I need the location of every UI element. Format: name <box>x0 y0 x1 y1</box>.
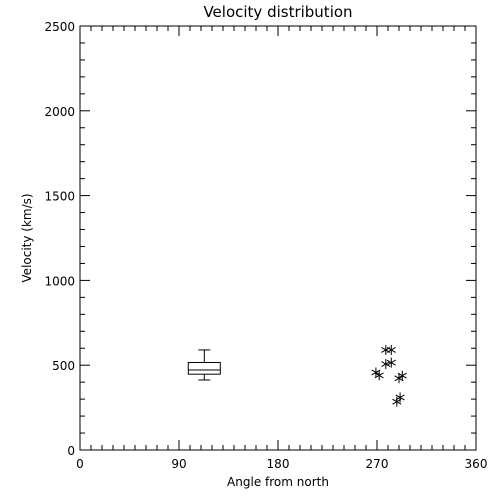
x-tick-label: 360 <box>465 457 488 471</box>
x-axis-label: Angle from north <box>227 475 329 489</box>
x-tick-label: 270 <box>366 457 389 471</box>
box-body <box>187 361 221 375</box>
y-axis-label: Velocity (km/s) <box>20 193 34 282</box>
y-tick-label: 2000 <box>44 105 75 119</box>
scatter-point <box>386 344 396 355</box>
scatter-point <box>397 370 407 381</box>
x-tick-label: 180 <box>267 457 290 471</box>
y-tick-label: 500 <box>52 359 75 373</box>
y-tick-label: 1000 <box>44 274 75 288</box>
x-tick-label: 0 <box>76 457 84 471</box>
scatter-point <box>374 370 384 381</box>
axis-ticks <box>79 25 477 451</box>
box-plot <box>187 349 221 381</box>
tick-labels: 0 90 180 270 360 0 500 1000 1500 2000 2500 <box>44 20 487 471</box>
asterisk-stroke <box>386 347 396 353</box>
asterisk-stroke <box>392 398 402 405</box>
scatter-point <box>381 359 391 370</box>
asterisk-stroke <box>381 361 391 367</box>
y-tick-label: 0 <box>67 444 75 458</box>
asterisk-stroke <box>374 372 384 379</box>
chart-title: Velocity distribution <box>203 3 352 21</box>
y-tick-label: 1500 <box>44 190 75 204</box>
scatter-points <box>371 344 407 407</box>
scatter-point <box>392 396 402 407</box>
asterisk-stroke <box>386 359 396 366</box>
x-tick-label: 90 <box>171 457 186 471</box>
asterisk-stroke <box>397 372 407 379</box>
y-tick-label: 2500 <box>44 20 75 34</box>
plot-frame <box>79 25 477 451</box>
scatter-point <box>381 344 391 355</box>
scatter-point <box>386 357 396 368</box>
